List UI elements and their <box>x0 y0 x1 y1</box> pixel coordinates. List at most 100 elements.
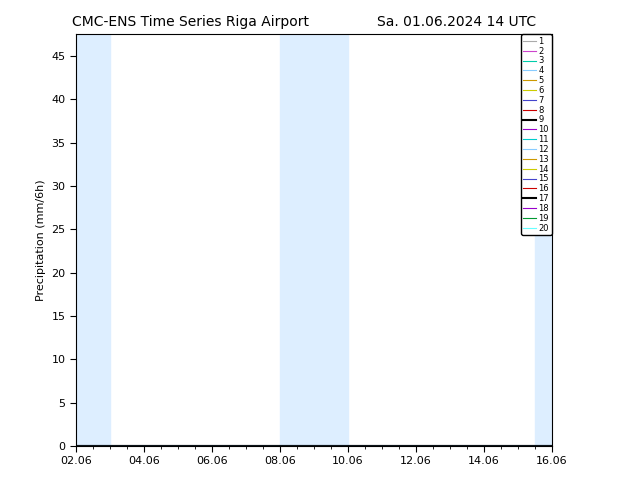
14 <box>317 443 325 449</box>
13 <box>183 443 190 449</box>
1 <box>164 443 171 449</box>
19 <box>72 443 80 449</box>
3 <box>548 443 555 449</box>
8 <box>183 443 190 449</box>
12 <box>72 443 80 449</box>
19 <box>548 443 555 449</box>
16 <box>509 443 517 449</box>
16 <box>524 443 531 449</box>
20 <box>356 443 363 449</box>
20 <box>548 443 555 449</box>
1 <box>524 443 531 449</box>
20 <box>524 443 531 449</box>
7 <box>164 443 171 449</box>
1 <box>356 443 363 449</box>
2 <box>548 443 555 449</box>
5 <box>356 443 363 449</box>
2 <box>72 443 80 449</box>
14 <box>164 443 171 449</box>
17 <box>183 443 190 449</box>
2 <box>317 443 325 449</box>
10 <box>164 443 171 449</box>
6 <box>164 443 171 449</box>
Bar <box>534 34 569 446</box>
10 <box>548 443 555 449</box>
7 <box>524 443 531 449</box>
2 <box>164 443 171 449</box>
19 <box>509 443 517 449</box>
19 <box>183 443 190 449</box>
15 <box>72 443 80 449</box>
13 <box>356 443 363 449</box>
7 <box>72 443 80 449</box>
10 <box>524 443 531 449</box>
Legend: 1, 2, 3, 4, 5, 6, 7, 8, 9, 10, 11, 12, 13, 14, 15, 16, 17, 18, 19, 20: 1, 2, 3, 4, 5, 6, 7, 8, 9, 10, 11, 12, 1… <box>521 34 552 235</box>
11 <box>72 443 80 449</box>
11 <box>509 443 517 449</box>
8 <box>548 443 555 449</box>
13 <box>317 443 325 449</box>
3 <box>356 443 363 449</box>
14 <box>509 443 517 449</box>
1 <box>509 443 517 449</box>
18 <box>509 443 517 449</box>
3 <box>317 443 325 449</box>
5 <box>317 443 325 449</box>
18 <box>548 443 555 449</box>
Bar <box>280 34 348 446</box>
5 <box>524 443 531 449</box>
10 <box>72 443 80 449</box>
11 <box>164 443 171 449</box>
3 <box>164 443 171 449</box>
4 <box>317 443 325 449</box>
4 <box>183 443 190 449</box>
16 <box>356 443 363 449</box>
9 <box>509 443 517 449</box>
3 <box>524 443 531 449</box>
17 <box>317 443 325 449</box>
13 <box>509 443 517 449</box>
5 <box>164 443 171 449</box>
6 <box>317 443 325 449</box>
19 <box>356 443 363 449</box>
15 <box>548 443 555 449</box>
7 <box>317 443 325 449</box>
17 <box>548 443 555 449</box>
9 <box>72 443 80 449</box>
16 <box>164 443 171 449</box>
6 <box>183 443 190 449</box>
15 <box>164 443 171 449</box>
Bar <box>59 34 110 446</box>
5 <box>548 443 555 449</box>
1 <box>72 443 80 449</box>
15 <box>317 443 325 449</box>
6 <box>72 443 80 449</box>
17 <box>509 443 517 449</box>
14 <box>183 443 190 449</box>
4 <box>509 443 517 449</box>
3 <box>183 443 190 449</box>
8 <box>524 443 531 449</box>
8 <box>164 443 171 449</box>
2 <box>183 443 190 449</box>
8 <box>356 443 363 449</box>
7 <box>356 443 363 449</box>
17 <box>72 443 80 449</box>
20 <box>317 443 325 449</box>
5 <box>183 443 190 449</box>
3 <box>509 443 517 449</box>
6 <box>356 443 363 449</box>
9 <box>183 443 190 449</box>
14 <box>356 443 363 449</box>
16 <box>317 443 325 449</box>
10 <box>509 443 517 449</box>
18 <box>524 443 531 449</box>
Text: Sa. 01.06.2024 14 UTC: Sa. 01.06.2024 14 UTC <box>377 15 536 29</box>
1 <box>183 443 190 449</box>
16 <box>183 443 190 449</box>
11 <box>356 443 363 449</box>
17 <box>164 443 171 449</box>
18 <box>183 443 190 449</box>
17 <box>356 443 363 449</box>
11 <box>548 443 555 449</box>
